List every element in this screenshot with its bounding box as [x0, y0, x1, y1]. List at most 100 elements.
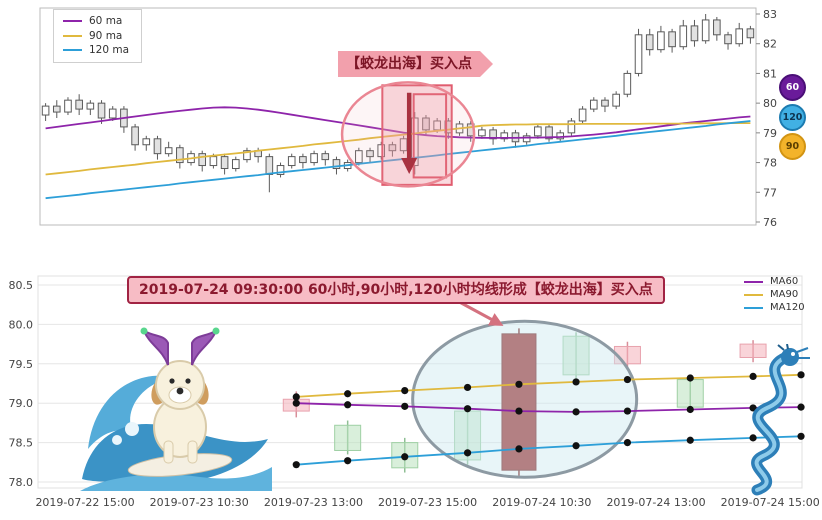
candlestick — [377, 144, 386, 158]
candlestick — [321, 153, 330, 161]
ma120-line-swatch — [744, 307, 763, 309]
legend-label: 120 ma — [89, 44, 130, 56]
svg-text:2019-07-23 13:00: 2019-07-23 13:00 — [264, 496, 363, 509]
candlestick — [366, 150, 374, 158]
candlestick — [97, 102, 106, 119]
candlestick — [265, 156, 274, 175]
candlestick — [522, 135, 531, 143]
svg-text:80.0: 80.0 — [9, 318, 34, 331]
candlestick — [601, 99, 609, 107]
ma-dot — [463, 405, 472, 413]
svg-text:80: 80 — [763, 97, 777, 110]
wave-back — [88, 375, 174, 449]
candlestick — [612, 93, 620, 107]
buy-point-annotation: 【蛟龙出海】买入点 — [338, 51, 493, 77]
candlestick — [589, 99, 598, 110]
dragon-illustration — [751, 344, 810, 496]
candlestick — [153, 138, 162, 155]
svg-text:2019-07-23 15:00: 2019-07-23 15:00 — [378, 496, 477, 509]
legend-label: 60 ma — [89, 15, 123, 27]
ma-dot — [686, 436, 694, 444]
svg-text:78.0: 78.0 — [9, 476, 34, 489]
ma-line-90ma — [45, 122, 751, 176]
ma60-line-swatch — [63, 20, 82, 23]
candlestick — [701, 19, 710, 42]
candlestick — [198, 153, 207, 167]
svg-text:79.0: 79.0 — [9, 397, 34, 410]
svg-text:82: 82 — [763, 38, 777, 51]
candlestick — [422, 117, 430, 131]
candlestick — [142, 138, 151, 146]
ma-dot — [623, 439, 632, 447]
bottom-y-axis: 80.5 80.0 79.5 79.0 78.5 78.0 — [9, 279, 34, 489]
candlestick — [220, 156, 229, 170]
candlestick — [64, 99, 72, 113]
candlestick — [276, 165, 285, 175]
candlestick — [355, 150, 363, 164]
ma60-badge: 60 — [779, 74, 806, 101]
candlestick — [478, 129, 486, 137]
svg-text:80.5: 80.5 — [9, 279, 34, 292]
dragon-head — [781, 348, 799, 366]
ma-dot — [797, 371, 805, 379]
dog-eye-left — [169, 378, 175, 384]
candlestick — [562, 335, 590, 376]
candlestick — [164, 147, 173, 155]
ma-dots — [292, 371, 805, 469]
ma-dot — [463, 383, 472, 392]
ma-dot — [515, 445, 523, 453]
wave-front — [80, 467, 272, 491]
ma-dot — [515, 407, 523, 415]
ma-dot — [344, 457, 352, 465]
ma120-badge: 120 — [779, 104, 806, 131]
candlestick — [668, 31, 676, 48]
ma-dot — [572, 442, 580, 450]
candlestick — [556, 132, 565, 140]
candlestick — [243, 150, 251, 161]
top-ma-lines — [45, 106, 751, 200]
candlestick — [679, 25, 688, 48]
ma-line-MA120 — [296, 435, 802, 466]
candlestick — [645, 34, 654, 51]
legend-label: MA120 — [770, 302, 805, 313]
candlestick — [657, 31, 665, 51]
buy-point-annotation-text: 【蛟龙出海】买入点 — [346, 56, 472, 72]
candlestick — [108, 108, 117, 119]
bottom-legend: MA60 MA90 MA120 — [744, 277, 805, 313]
legend-item-120ma: 120 ma — [63, 45, 129, 56]
legend-item-60ma: 60 ma — [63, 16, 129, 27]
pattern-ellipse — [411, 319, 639, 479]
candlestick — [75, 99, 83, 110]
ma-line-120ma — [45, 120, 751, 200]
legend-item-ma90: MA90 — [744, 290, 805, 300]
ma-dot — [749, 372, 757, 381]
legend-item-ma120: MA120 — [744, 303, 805, 313]
candlestick — [209, 156, 218, 167]
legend-item-ma60: MA60 — [744, 277, 805, 287]
candlestick — [332, 159, 341, 170]
svg-text:2019-07-24 15:00: 2019-07-24 15:00 — [721, 496, 820, 509]
candlestick — [735, 28, 744, 45]
candlestick — [713, 19, 721, 36]
ma-dot — [344, 401, 352, 409]
candlestick — [231, 159, 240, 170]
ma-dot — [686, 405, 694, 414]
ma-dot — [401, 453, 409, 461]
legend-label: 90 ma — [89, 29, 123, 42]
candlestick — [489, 129, 497, 140]
ma-dot — [463, 449, 472, 457]
candlestick — [500, 132, 509, 140]
candlestick — [299, 156, 307, 164]
ma-dot — [686, 374, 694, 382]
candlestick — [724, 34, 732, 45]
svg-text:79: 79 — [763, 127, 777, 140]
candlestick — [433, 120, 441, 131]
candlestick — [567, 120, 576, 134]
ma-dot — [401, 386, 409, 395]
ma90-line-swatch — [744, 294, 763, 296]
dragon-horns — [777, 344, 789, 351]
ma-line-MA90 — [296, 373, 802, 398]
pattern-annotation: 2019-07-24 09:30:00 60小时,90小时,120小时均线形成【… — [127, 276, 665, 304]
ma120-line-swatch — [63, 49, 82, 52]
